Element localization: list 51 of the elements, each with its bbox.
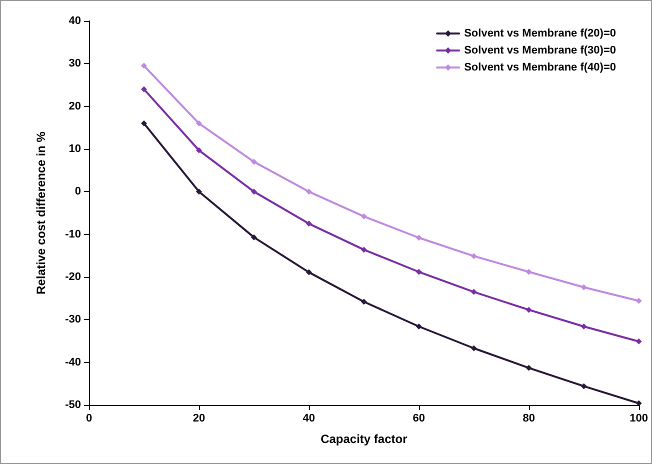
x-tick-label: 0: [86, 412, 92, 424]
y-tick-label: 30: [68, 58, 81, 70]
point: [470, 345, 477, 352]
point: [306, 220, 312, 227]
point: [416, 268, 422, 275]
point: [250, 234, 257, 240]
point: [580, 323, 587, 330]
point: [306, 188, 312, 195]
point: [360, 213, 367, 220]
x-axis-title: Capacity factor: [320, 432, 408, 446]
y-tick-label: 40: [68, 15, 81, 27]
x-tick-label: 80: [522, 412, 535, 424]
point: [526, 306, 532, 313]
point: [140, 62, 147, 69]
point: [526, 268, 532, 275]
point: [360, 298, 367, 305]
point: [416, 323, 422, 330]
point: [196, 120, 202, 126]
point: [580, 284, 587, 290]
point: [250, 158, 257, 165]
legend-label: Solvent vs Membrane f(30)=0: [464, 44, 616, 56]
point: [470, 253, 477, 260]
point: [416, 234, 422, 241]
y-tick-label: -40: [65, 356, 81, 368]
x-tick-label: 60: [412, 412, 426, 424]
y-tick-label: 10: [68, 143, 81, 155]
y-tick-label: -30: [65, 314, 81, 326]
point: [580, 383, 587, 390]
point: [636, 338, 642, 344]
point: [306, 269, 312, 276]
point: [526, 364, 532, 371]
y-tick-label: -10: [65, 228, 81, 240]
point: [636, 400, 642, 406]
point: [140, 86, 147, 92]
point: [196, 147, 202, 154]
point: [636, 298, 642, 304]
point: [470, 288, 477, 295]
legend-label: Solvent vs Membrane f(20)=0: [464, 28, 616, 40]
legend-label: Solvent vs Membrane f(40)=0: [464, 62, 616, 74]
x-tick-label: 40: [302, 412, 316, 424]
x-tick-label: 20: [192, 412, 206, 424]
y-tick-label: 20: [68, 100, 81, 112]
y-tick-label: -20: [65, 271, 81, 283]
y-axis-title: Relative cost difference in %: [34, 131, 48, 294]
y-tick-label: 0: [74, 186, 81, 198]
point: [140, 120, 147, 126]
point: [250, 188, 257, 195]
point: [196, 188, 202, 195]
x-tick-label: 100: [630, 412, 648, 424]
point: [360, 246, 367, 253]
y-tick-label: -50: [65, 399, 81, 411]
